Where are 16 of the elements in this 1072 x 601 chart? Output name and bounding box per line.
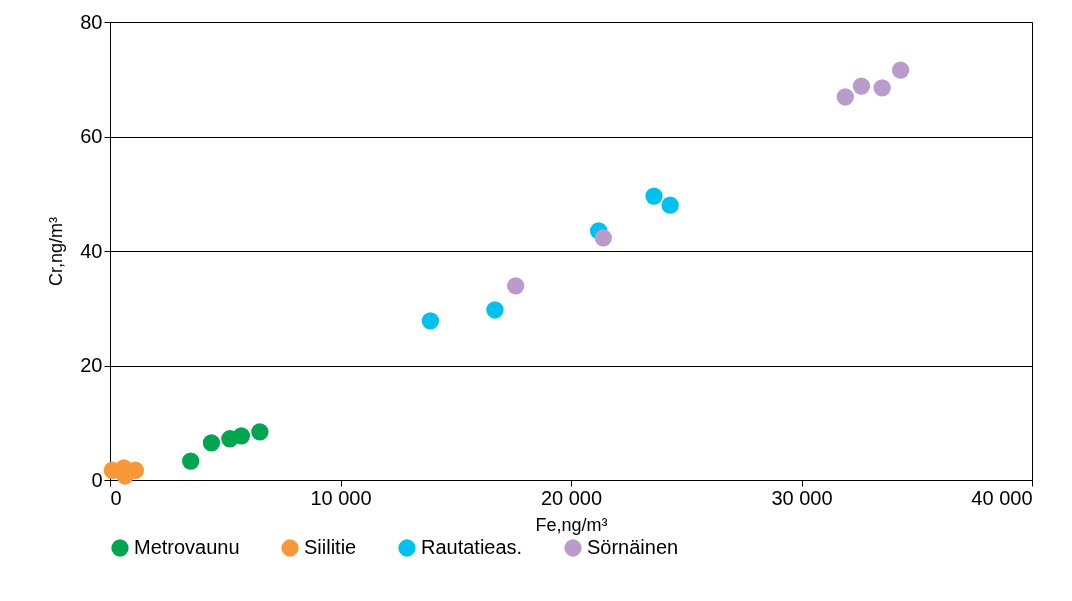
y-tick-label: 60 bbox=[80, 125, 103, 147]
y-tick-label: 80 bbox=[80, 10, 103, 33]
legend-label: Metrovaunu bbox=[134, 536, 240, 558]
y-tick-label: 0 bbox=[91, 468, 103, 491]
legend-label: Sörnäinen bbox=[587, 536, 679, 558]
y-axis-title: Cr,ng/m³ bbox=[46, 216, 67, 287]
legend-label: Siilitie bbox=[304, 536, 357, 558]
x-tick-label: 30 000 bbox=[771, 486, 833, 509]
x-tick-label: 40 000 bbox=[971, 486, 1033, 509]
x-tick-label: 20 000 bbox=[540, 486, 603, 509]
y-tick-label: 40 bbox=[80, 239, 103, 262]
x-axis-title: Fe,ng/m³ bbox=[535, 514, 608, 535]
legend-label: Rautatieas. bbox=[421, 536, 523, 558]
x-tick-label: 10 000 bbox=[310, 486, 372, 509]
y-tick-label: 20 bbox=[80, 354, 103, 376]
x-tick-label: 0 bbox=[110, 486, 122, 509]
